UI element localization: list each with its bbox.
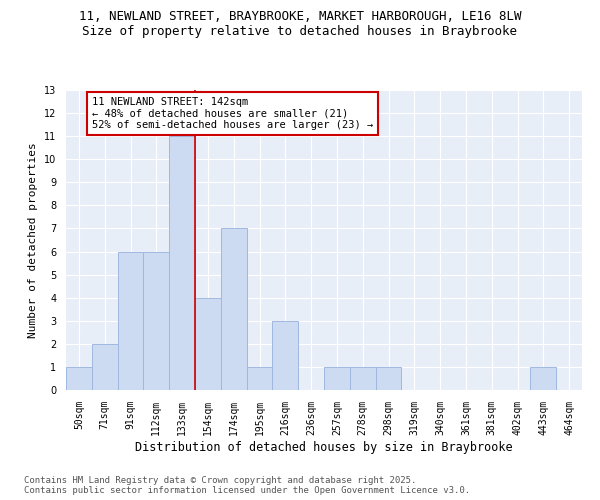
Text: Size of property relative to detached houses in Braybrooke: Size of property relative to detached ho…: [83, 25, 517, 38]
Bar: [195, 298, 221, 390]
Text: Contains HM Land Registry data © Crown copyright and database right 2025.
Contai: Contains HM Land Registry data © Crown c…: [24, 476, 470, 495]
Bar: [221, 228, 247, 390]
Bar: [272, 321, 298, 390]
Bar: [350, 367, 376, 390]
Text: 11 NEWLAND STREET: 142sqm
← 48% of detached houses are smaller (21)
52% of semi-: 11 NEWLAND STREET: 142sqm ← 48% of detac…: [92, 97, 373, 130]
Bar: [169, 136, 195, 390]
Y-axis label: Number of detached properties: Number of detached properties: [28, 142, 38, 338]
Bar: [66, 367, 92, 390]
Text: 11, NEWLAND STREET, BRAYBROOKE, MARKET HARBOROUGH, LE16 8LW: 11, NEWLAND STREET, BRAYBROOKE, MARKET H…: [79, 10, 521, 23]
Bar: [92, 344, 118, 390]
Bar: [376, 367, 401, 390]
X-axis label: Distribution of detached houses by size in Braybrooke: Distribution of detached houses by size …: [135, 440, 513, 454]
Bar: [247, 367, 272, 390]
Bar: [118, 252, 143, 390]
Bar: [324, 367, 350, 390]
Bar: [143, 252, 169, 390]
Bar: [530, 367, 556, 390]
